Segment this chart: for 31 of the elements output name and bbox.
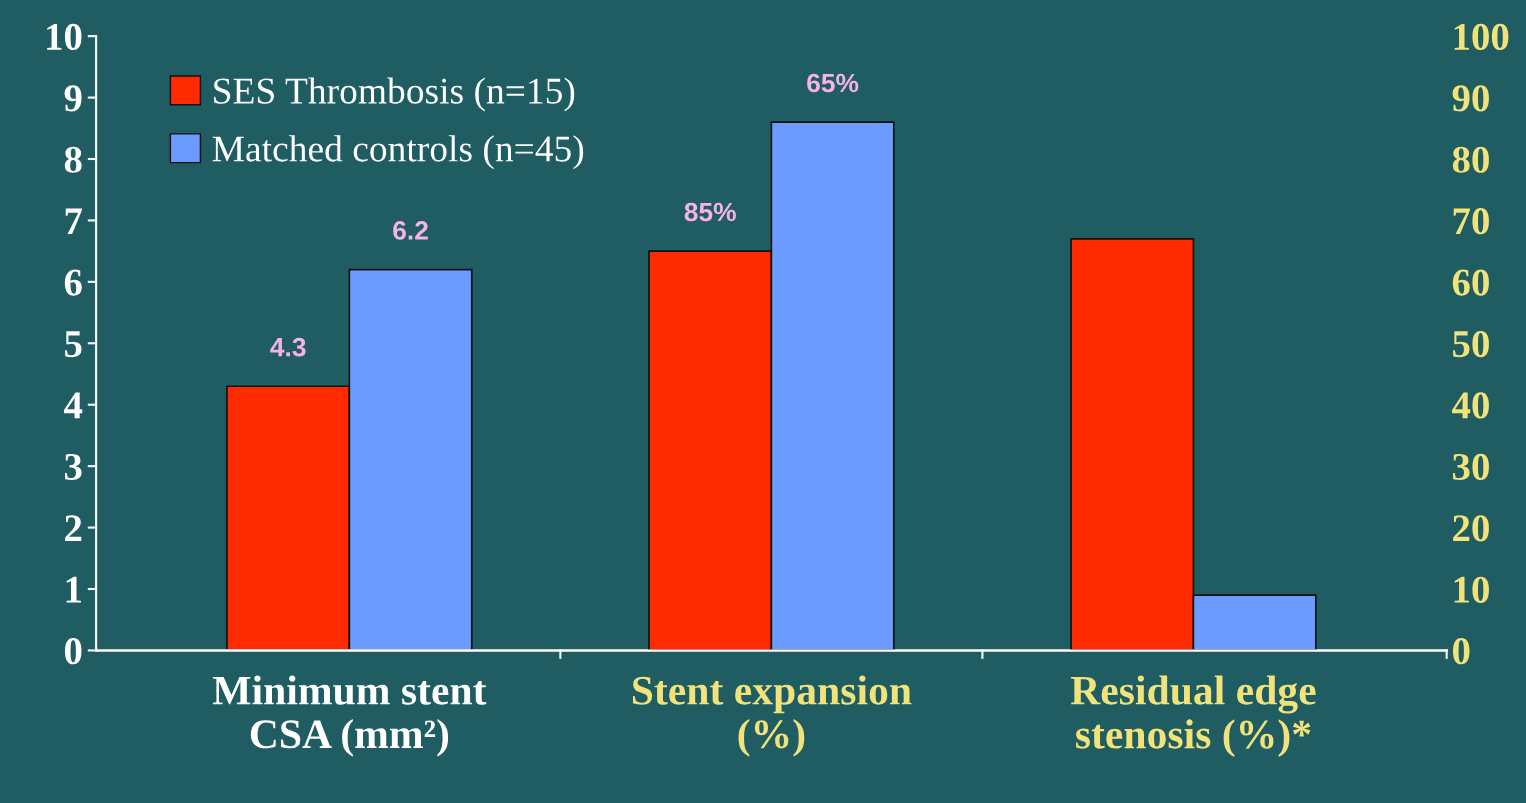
legend-label: Matched controls (n=45): [212, 135, 584, 170]
y-tick-label: 8: [64, 146, 82, 173]
x-tick-label: Minimum stent CSA (mm²): [212, 675, 487, 757]
y2-tick-label: 90: [1452, 85, 1489, 112]
y-tick-label: 0: [64, 638, 82, 665]
annotation: 85%: [684, 202, 736, 222]
y-tick-label: 7: [65, 208, 82, 234]
y-tick-label: 3: [64, 453, 82, 481]
data-label: 4.3: [270, 337, 306, 357]
y2-tick-label: 10: [1454, 576, 1489, 603]
y2-tick-label: 20: [1453, 515, 1489, 542]
y2-tick-label: 40: [1452, 392, 1489, 419]
y-tick-label: 5: [65, 331, 82, 358]
y2-tick-label: 80: [1452, 146, 1489, 173]
y-tick-label: 4: [64, 392, 83, 419]
y2-tick-label: 50: [1453, 330, 1489, 358]
y-tick-label: 9: [64, 85, 82, 112]
x-tick-label: Residual edge stenosis (%)*: [1070, 675, 1316, 758]
y2-tick-label: 30: [1452, 453, 1489, 481]
legend-label: SES Thrombosis (n=15): [214, 77, 575, 112]
y-tick-label: 2: [65, 515, 82, 542]
y-tick-label: 6: [64, 269, 82, 296]
y2-tick-label: 70: [1453, 208, 1489, 235]
annotation: 65%: [807, 73, 859, 93]
data-label: 6.2: [393, 221, 428, 240]
y-tick-label: 1: [66, 576, 81, 603]
x-tick-label: Stent expansion (%): [632, 675, 912, 757]
y2-tick-label: 100: [1454, 23, 1509, 51]
y2-tick-label: 60: [1452, 269, 1489, 296]
y-tick-label: 10: [47, 23, 82, 51]
y2-tick-label: 0: [1452, 638, 1470, 665]
